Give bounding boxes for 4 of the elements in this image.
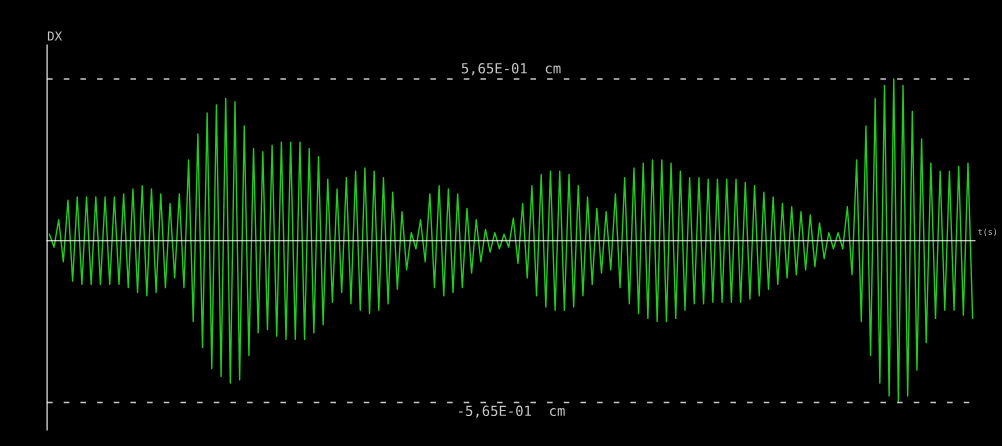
ref-line-label: -5,65E-01 cm	[459, 405, 565, 418]
y-axis-title: DX	[47, 31, 63, 41]
ref-line-label: 5,65E-01 cm	[461, 63, 561, 76]
x-axis-title: t(s)	[978, 228, 997, 236]
